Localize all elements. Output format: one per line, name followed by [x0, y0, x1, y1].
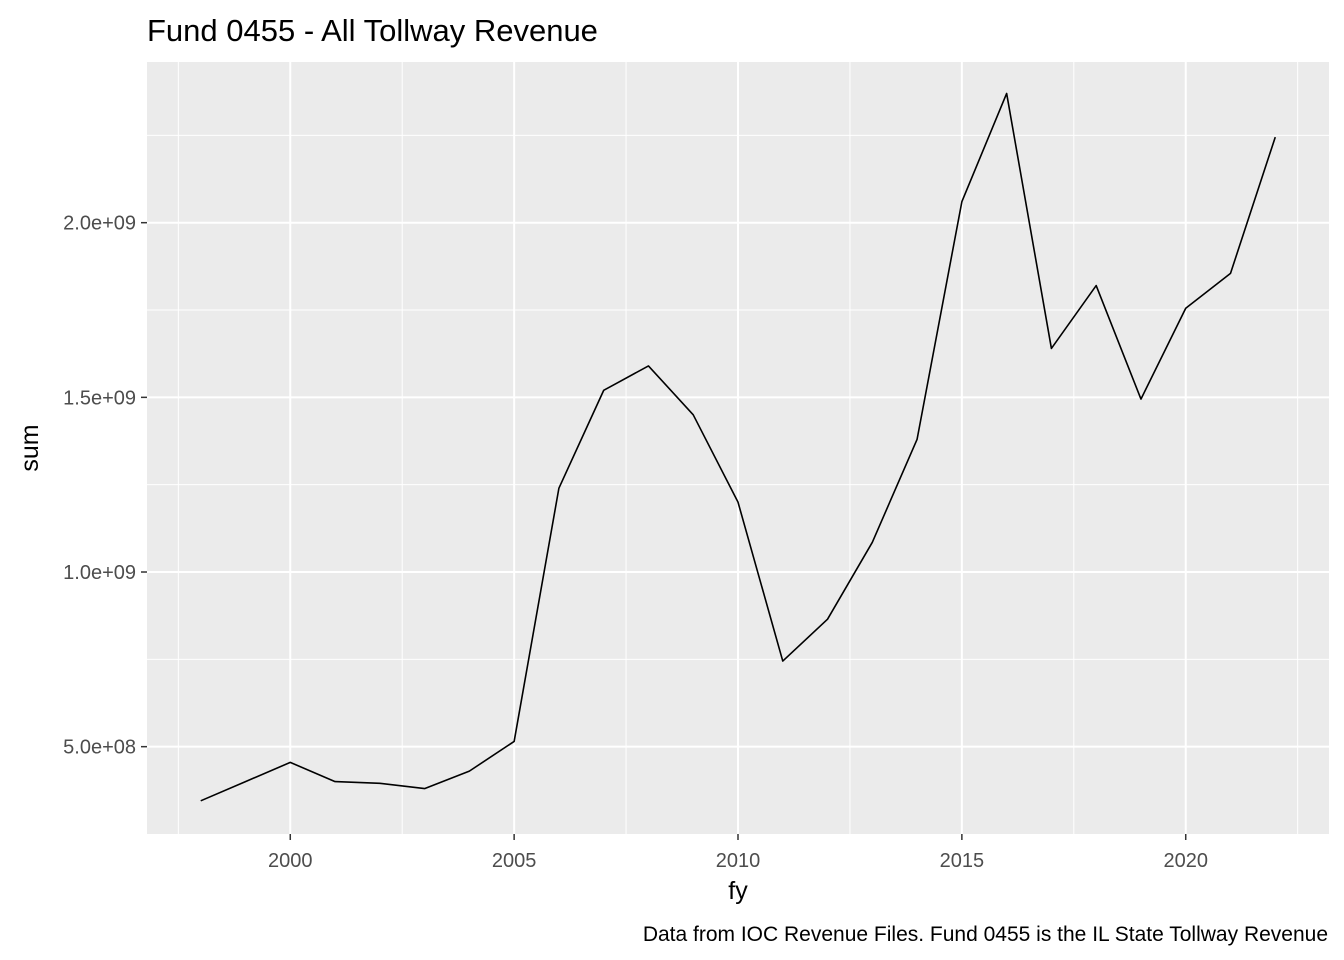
- x-tick-label-4: 2020: [1163, 850, 1208, 872]
- chart-caption: Data from IOC Revenue Files. Fund 0455 i…: [643, 923, 1328, 946]
- x-tick-label-1: 2005: [492, 850, 537, 872]
- x-tick-label-0: 2000: [268, 850, 313, 872]
- chart-title: Fund 0455 - All Tollway Revenue: [147, 13, 598, 48]
- y-tick-label-0: 5.0e+08: [63, 737, 136, 759]
- x-axis-ticks: 2000 2005 2010 2015 2020: [268, 834, 1208, 872]
- y-tick-label-3: 2.0e+09: [63, 213, 136, 235]
- y-tick-label-1: 1.0e+09: [63, 562, 136, 584]
- y-axis-title: sum: [16, 424, 44, 471]
- x-axis-title: fy: [728, 877, 748, 905]
- major-gridlines: [147, 62, 1329, 834]
- series-line: [200, 92, 1277, 802]
- y-tick-label-2: 1.5e+09: [63, 387, 136, 409]
- x-tick-label-2: 2010: [716, 850, 761, 872]
- y-axis-ticks: 5.0e+08 1.0e+09 1.5e+09 2.0e+09: [63, 213, 147, 759]
- x-tick-label-3: 2015: [940, 850, 985, 872]
